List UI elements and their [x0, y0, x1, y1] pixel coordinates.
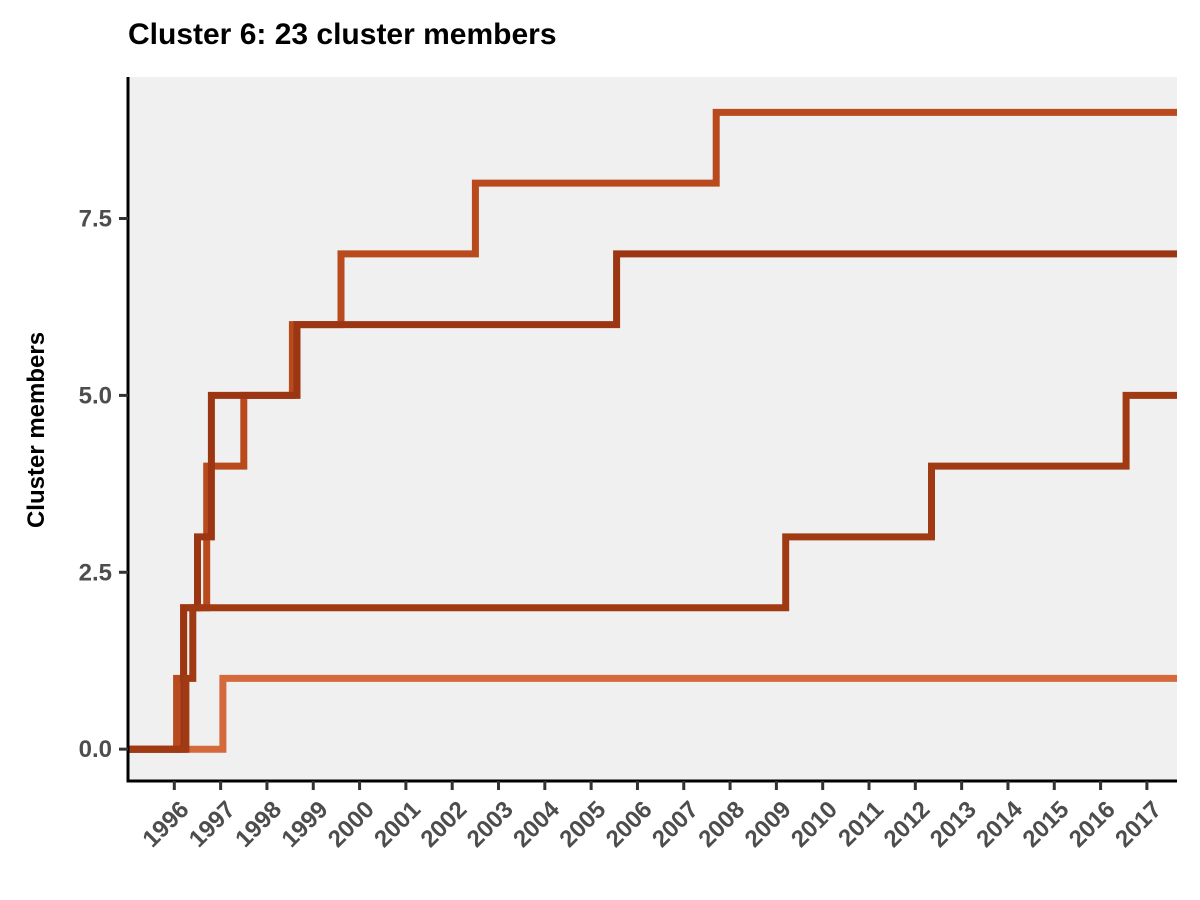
x-tick-label: 1996: [138, 796, 195, 853]
x-tick-label: 1998: [230, 796, 287, 853]
y-tick-label: 2.5: [79, 559, 112, 586]
x-tick-label: 2006: [601, 796, 658, 853]
series-line-3: [128, 250, 1177, 753]
series-layer: [128, 108, 1177, 753]
x-tick-label: 2001: [369, 796, 426, 853]
y-tick-label: 0.0: [79, 736, 112, 763]
x-tick-label: 2011: [833, 796, 889, 852]
x-tick-label: 2002: [415, 796, 472, 853]
x-tick-label: 2000: [323, 796, 380, 853]
x-tick-label: 2008: [693, 796, 750, 853]
x-tick-label: 2016: [1064, 796, 1121, 853]
x-tick-label: 2014: [971, 796, 1028, 853]
x-tick-label: 2009: [740, 796, 797, 853]
x-tick-label: 2010: [786, 796, 843, 853]
x-tick-label: 2003: [462, 796, 519, 853]
x-tick-label: 2013: [925, 796, 982, 853]
plot-background: [128, 77, 1177, 781]
chart-title: Cluster 6: 23 cluster members: [128, 18, 557, 51]
x-tick-label: 1997: [184, 796, 241, 853]
x-tick-label: 2012: [879, 796, 936, 853]
x-tick-label: 2017: [1110, 796, 1167, 853]
series-line-4: [128, 391, 1177, 753]
x-tick-label: 2007: [647, 796, 704, 853]
y-tick-label: 7.5: [79, 206, 112, 233]
x-tick-label: 2005: [554, 796, 611, 853]
x-tick-label: 2015: [1018, 796, 1075, 853]
x-tick-label: 2004: [508, 796, 565, 853]
x-tick-label: 1999: [277, 796, 334, 853]
y-axis-title: Cluster members: [23, 332, 50, 528]
y-tick-label: 5.0: [79, 382, 112, 409]
